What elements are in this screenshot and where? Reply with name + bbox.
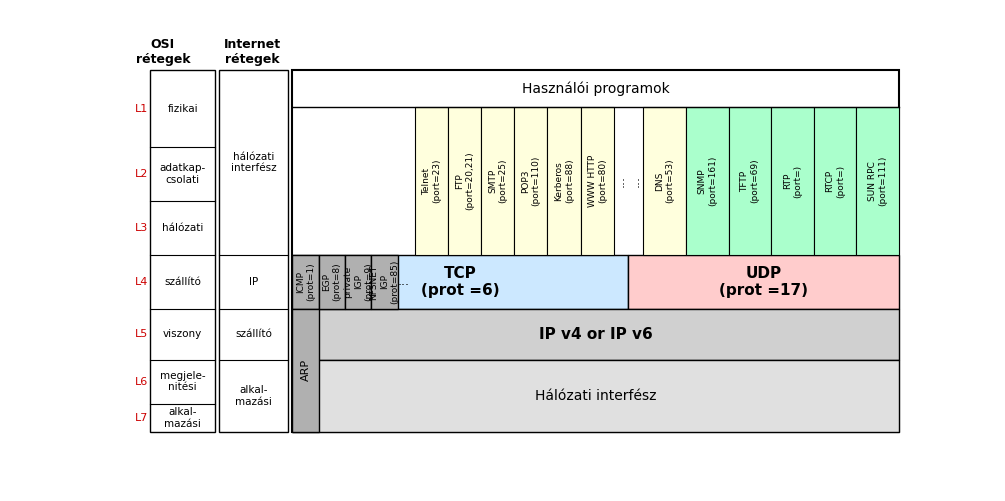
Bar [581, 107, 614, 255]
Text: SMTP
(port=25): SMTP (port=25) [488, 159, 508, 203]
Text: hálózati
interfész: hálózati interfész [231, 152, 276, 173]
Bar [643, 107, 686, 255]
Text: UDP
(prot =17): UDP (prot =17) [719, 266, 808, 298]
Bar [292, 309, 899, 360]
Text: L4: L4 [135, 277, 148, 287]
Bar [292, 70, 899, 432]
Text: TCP
(prot =6): TCP (prot =6) [421, 266, 499, 298]
Text: NFSNET
IGP
(prot=85): NFSNET IGP (prot=85) [370, 260, 399, 304]
Bar [686, 107, 729, 255]
Text: RTCP
(port=): RTCP (port=) [825, 164, 845, 197]
Text: private
IGP
(prot=9): private IGP (prot=9) [344, 263, 373, 301]
Text: Telnet
(port=23): Telnet (port=23) [422, 159, 441, 203]
Bar [319, 255, 345, 309]
Bar [345, 255, 371, 309]
Text: ARP: ARP [300, 359, 311, 381]
Text: viszony: viszony [163, 329, 202, 339]
Text: L3: L3 [135, 223, 148, 233]
Text: WWW HTTP
(port=80): WWW HTTP (port=80) [588, 155, 607, 207]
Text: ...: ... [629, 175, 642, 187]
Bar [151, 70, 215, 432]
Bar [548, 107, 581, 255]
Bar [856, 107, 899, 255]
Text: EGP
(prot=8): EGP (prot=8) [322, 263, 342, 301]
Text: DNS
(port=53): DNS (port=53) [655, 159, 674, 203]
Text: POP3
(port=110): POP3 (port=110) [522, 156, 541, 206]
Text: L1: L1 [135, 104, 148, 114]
Text: OSI
rétegek: OSI rétegek [136, 38, 190, 66]
Text: FTP
(port=20,21): FTP (port=20,21) [455, 152, 474, 210]
Bar [219, 70, 288, 432]
Text: L2: L2 [135, 169, 148, 179]
Text: L5: L5 [135, 329, 148, 339]
Text: Hálózati interfész: Hálózati interfész [535, 389, 656, 403]
Text: hálózati: hálózati [162, 223, 203, 233]
Text: L6: L6 [135, 377, 148, 387]
Bar [292, 255, 628, 309]
Text: ...: ... [614, 175, 626, 187]
Bar [292, 255, 319, 309]
Bar [515, 107, 548, 255]
Text: Kerberos
(port=88): Kerberos (port=88) [555, 159, 574, 203]
Bar [448, 107, 481, 255]
Bar [292, 309, 319, 432]
Text: ...: ... [398, 276, 410, 289]
Text: fizikai: fizikai [167, 104, 198, 114]
Bar [292, 360, 899, 432]
Bar [628, 255, 899, 309]
Bar [771, 107, 814, 255]
Text: szállító: szállító [235, 329, 272, 339]
Text: szállító: szállító [164, 277, 201, 287]
Text: TFTP
(port=69): TFTP (port=69) [741, 159, 760, 203]
Text: IP: IP [249, 277, 258, 287]
Text: L7: L7 [135, 413, 148, 423]
Text: alkal-
mazási: alkal- mazási [164, 407, 201, 428]
Bar [415, 107, 448, 255]
Text: adatkap-
csolati: adatkap- csolati [160, 163, 206, 185]
Text: alkal-
mazási: alkal- mazási [235, 385, 272, 407]
Text: megjele-
nitési: megjele- nitési [160, 371, 205, 392]
Bar [814, 107, 856, 255]
Text: Internet
rétegek: Internet rétegek [223, 38, 280, 66]
Text: Használói programok: Használói programok [522, 81, 669, 96]
Text: ICMP
(prot=1): ICMP (prot=1) [295, 263, 316, 301]
Bar [481, 107, 515, 255]
Text: RTP
(port=): RTP (port=) [783, 164, 802, 197]
Bar [371, 255, 398, 309]
Text: SUN RPC
(port=111): SUN RPC (port=111) [868, 156, 887, 206]
Text: IP v4 or IP v6: IP v4 or IP v6 [539, 327, 652, 342]
Bar [729, 107, 771, 255]
Text: SNMP
(port=161): SNMP (port=161) [697, 156, 717, 206]
